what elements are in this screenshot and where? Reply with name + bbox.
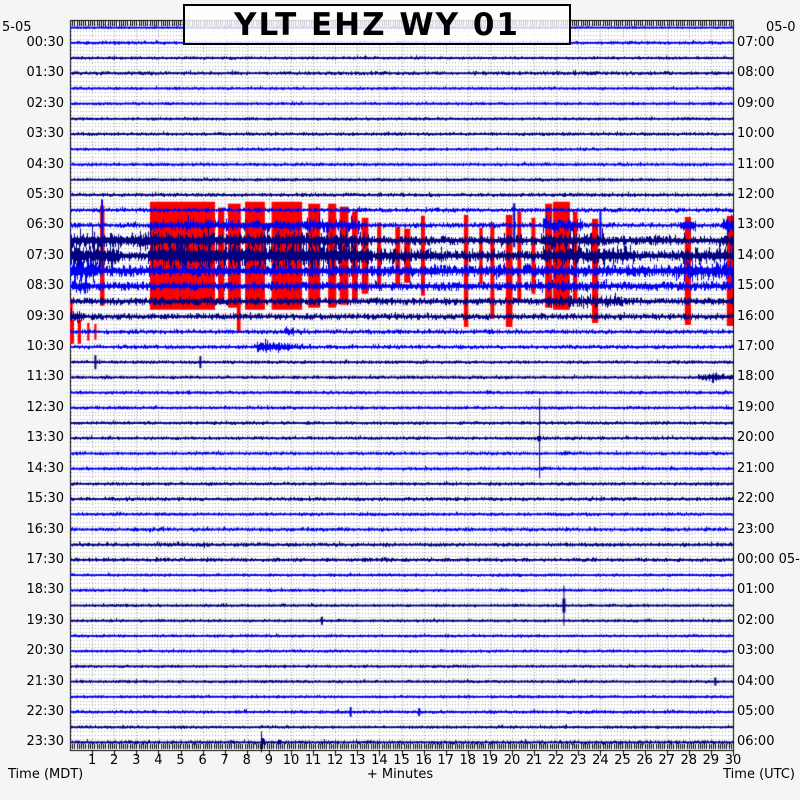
time-label-utc: 02:00 — [737, 612, 775, 628]
time-label-utc: 15:00 — [737, 278, 775, 294]
minute-label: 27 — [658, 753, 675, 768]
minute-label: 23 — [570, 753, 587, 768]
minute-label: 29 — [702, 753, 720, 768]
minute-label: 30 — [724, 753, 742, 768]
time-label-utc: 04:00 — [737, 673, 775, 689]
minute-label: 8 — [242, 753, 251, 768]
time-label-mdt: 19:30 — [26, 612, 64, 628]
time-label-mdt: 21:30 — [26, 673, 64, 689]
time-label-utc: 10:00 — [737, 126, 775, 142]
minute-label: 13 — [349, 753, 366, 768]
time-label-mdt: 10:30 — [26, 339, 64, 354]
time-label-mdt: 03:30 — [26, 126, 64, 142]
minute-label: 19 — [481, 753, 499, 768]
minute-label: 15 — [393, 753, 410, 768]
time-label-utc: 08:00 — [737, 65, 775, 81]
time-label-mdt: 02:30 — [26, 95, 64, 111]
time-label-utc: 13:00 — [737, 217, 775, 233]
time-label-mdt: 01:30 — [26, 65, 64, 81]
time-label-utc: 00:00 05-06 — [737, 551, 800, 567]
time-label-mdt: 15:30 — [26, 491, 64, 507]
minute-label: 12 — [326, 753, 344, 768]
time-label-utc: 19:00 — [737, 399, 775, 415]
time-label-mdt: 11:30 — [26, 369, 64, 385]
time-label-utc: 16:00 — [737, 308, 775, 324]
time-label-mdt: 00:30 — [26, 34, 64, 50]
time-label-utc: 18:00 — [737, 369, 775, 385]
minute-label: 17 — [437, 753, 454, 768]
time-label-utc: 17:00 — [737, 339, 775, 354]
time-label-utc: 11:00 — [737, 156, 775, 172]
time-label-mdt: 08:30 — [26, 278, 64, 294]
time-label-mdt: 22:30 — [26, 704, 64, 719]
minute-label: 26 — [636, 753, 653, 768]
time-label-utc: 05:00 — [737, 704, 775, 719]
minute-label: 14 — [371, 753, 388, 768]
time-label-utc: 21:00 — [737, 460, 775, 476]
time-label-mdt: 14:30 — [26, 460, 64, 476]
minute-label: 16 — [415, 753, 432, 768]
right-axis-caption: Time (UTC) — [723, 767, 795, 782]
time-label-mdt: 16:30 — [26, 521, 64, 537]
time-label-mdt: 05:30 — [26, 186, 64, 202]
time-label-mdt: 09:30 — [26, 308, 64, 324]
time-label-utc: 14:00 — [737, 247, 775, 263]
minute-label: 10 — [282, 753, 300, 768]
minute-label: 7 — [220, 753, 229, 768]
station-title-box: YLT EHZ WY 01 — [183, 4, 571, 45]
time-label-utc: 09:00 — [737, 95, 775, 111]
time-label-mdt: 12:30 — [26, 399, 64, 415]
bottom-axis-caption: + Minutes — [366, 767, 434, 782]
top-right-date: 05-0 — [766, 20, 796, 35]
time-label-utc: 12:00 — [737, 186, 775, 202]
minute-label: 5 — [176, 753, 185, 768]
minute-label: 21 — [525, 753, 543, 768]
time-label-utc: 20:00 — [737, 430, 775, 446]
minute-label: 6 — [198, 753, 207, 768]
time-label-utc: 03:00 — [737, 643, 775, 659]
minute-label: 9 — [264, 753, 274, 768]
minute-label: 20 — [503, 753, 521, 768]
time-label-utc: 07:00 — [737, 34, 775, 50]
station-title: YLT EHZ WY 01 — [234, 6, 520, 43]
time-label-mdt: 13:30 — [26, 430, 64, 446]
time-label-utc: 23:00 — [737, 521, 775, 537]
minute-label: 4 — [154, 753, 163, 768]
minute-label: 25 — [614, 753, 631, 768]
time-label-mdt: 04:30 — [26, 156, 64, 172]
time-label-utc: 06:00 — [737, 734, 775, 750]
time-label-utc: 22:00 — [737, 491, 775, 507]
time-label-mdt: 07:30 — [26, 247, 64, 263]
minute-label: 11 — [304, 753, 322, 768]
minute-label: 2 — [110, 753, 119, 768]
time-label-mdt: 20:30 — [26, 643, 64, 659]
minute-label: 18 — [459, 753, 477, 768]
time-label-mdt: 23:30 — [26, 734, 64, 750]
minute-label: 3 — [132, 753, 141, 768]
time-label-mdt: 18:30 — [26, 582, 64, 598]
minute-label: 1 — [87, 753, 97, 768]
time-label-utc: 01:00 — [737, 582, 775, 598]
time-label-mdt: 06:30 — [26, 217, 64, 233]
minute-label: 22 — [547, 753, 565, 768]
time-label-mdt: 17:30 — [26, 551, 64, 567]
minute-label: 24 — [592, 753, 609, 768]
left-axis-caption: Time (MDT) — [8, 767, 84, 782]
minute-label: 28 — [680, 753, 698, 768]
top-left-date: 5-05 — [2, 20, 32, 35]
